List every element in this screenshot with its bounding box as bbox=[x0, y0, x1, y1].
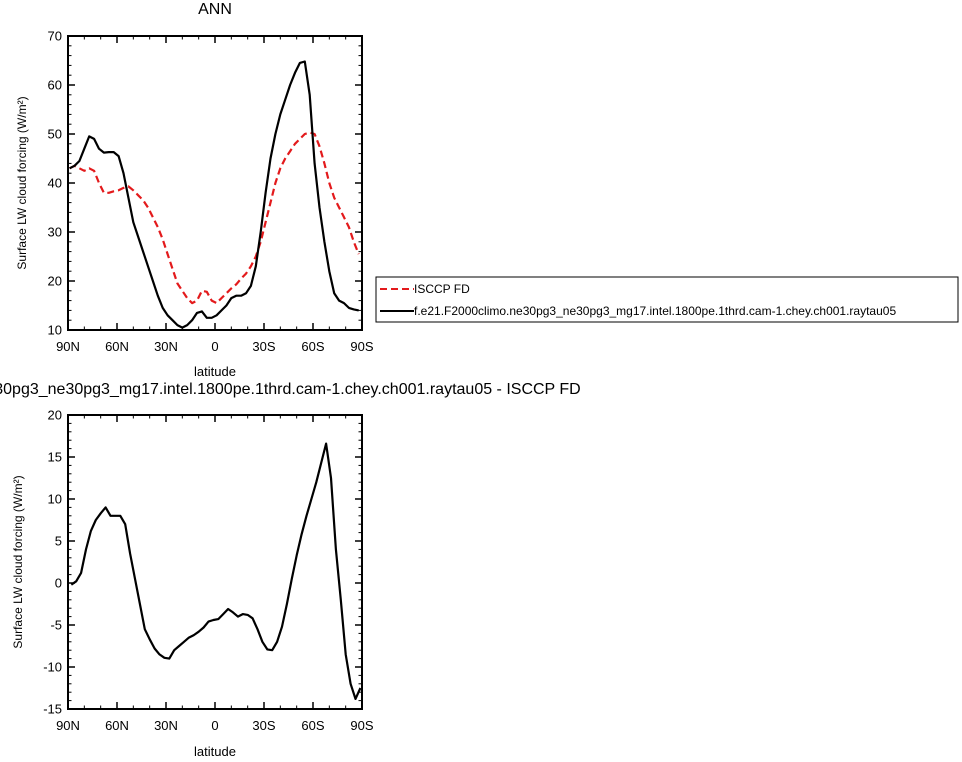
top-panel: ANN 10 20 30 40 50 60 70 90N 60N 30N 0 30S 60S 90S l… bbox=[15, 1, 374, 379]
top-plot-frame bbox=[67, 35, 363, 331]
legend: ISCCP FD f.e21.F2000climo.ne30pg3_ne30pg… bbox=[375, 276, 959, 323]
top-xtick-label: 30N bbox=[154, 339, 178, 354]
legend-label-isccp: ISCCP FD bbox=[414, 282, 470, 296]
bottom-xtick-label: 0 bbox=[211, 718, 218, 733]
top-xtick-label: 90N bbox=[56, 339, 80, 354]
bottom-ytick-label: 20 bbox=[48, 408, 62, 423]
top-ticks-group bbox=[67, 35, 363, 331]
top-ytick-label: 10 bbox=[48, 323, 62, 338]
top-xtick-label: 60S bbox=[301, 339, 324, 354]
bottom-ytick-label: -15 bbox=[43, 702, 62, 717]
bottom-xtick-label: 30N bbox=[154, 718, 178, 733]
top-ytick-label: 30 bbox=[48, 225, 62, 240]
bottom-ytick-label: -5 bbox=[50, 618, 62, 633]
bottom-ytick-label: 15 bbox=[48, 450, 62, 465]
top-series-group bbox=[69, 60, 360, 329]
top-ytick-label: 20 bbox=[48, 274, 62, 289]
bottom-xtick-label: 30S bbox=[252, 718, 275, 733]
bottom-x-tick-labels: 90N 60N 30N 0 30S 60S 90S bbox=[56, 718, 374, 733]
top-x-axis-label: latitude bbox=[194, 364, 236, 379]
bottom-ticks-group bbox=[67, 414, 363, 710]
bottom-series-group bbox=[70, 442, 362, 701]
bottom-xtick-label: 90N bbox=[56, 718, 80, 733]
top-ytick-label: 60 bbox=[48, 78, 62, 93]
top-chart-title: ANN bbox=[198, 1, 232, 18]
bottom-plot-frame bbox=[67, 414, 363, 710]
top-xtick-label: 30S bbox=[252, 339, 275, 354]
bottom-xtick-label: 90S bbox=[350, 718, 373, 733]
top-series-line-model bbox=[69, 60, 359, 329]
top-y-tick-labels: 10 20 30 40 50 60 70 bbox=[48, 29, 62, 338]
bottom-panel: f.e21.F2000climo.ne30pg3_ne30pg3_mg17.in… bbox=[0, 381, 581, 759]
bottom-ytick-label: 10 bbox=[48, 492, 62, 507]
top-y-axis-label: Surface LW cloud forcing (W/m²) bbox=[15, 96, 29, 269]
bottom-ytick-label: 5 bbox=[55, 534, 62, 549]
bottom-y-axis-label: Surface LW cloud forcing (W/m²) bbox=[11, 475, 25, 648]
bottom-xtick-label: 60N bbox=[105, 718, 129, 733]
bottom-chart-title: f.e21.F2000climo.ne30pg3_ne30pg3_mg17.in… bbox=[0, 381, 581, 398]
legend-box bbox=[375, 276, 959, 323]
bottom-x-axis-label: latitude bbox=[194, 744, 236, 759]
top-xtick-label: 90S bbox=[350, 339, 373, 354]
top-ytick-label: 70 bbox=[48, 29, 62, 44]
top-ytick-label: 50 bbox=[48, 127, 62, 142]
bottom-ytick-label: 0 bbox=[55, 576, 62, 591]
legend-label-model: f.e21.F2000climo.ne30pg3_ne30pg3_mg17.in… bbox=[414, 304, 896, 318]
bottom-xtick-label: 60S bbox=[301, 718, 324, 733]
top-series-line-isccp bbox=[69, 131, 360, 305]
top-xtick-label: 60N bbox=[105, 339, 129, 354]
bottom-ytick-label: -10 bbox=[43, 660, 62, 675]
bottom-series-line-difference bbox=[70, 442, 362, 701]
top-x-tick-labels: 90N 60N 30N 0 30S 60S 90S bbox=[56, 339, 374, 354]
bottom-y-tick-labels: -15 -10 -5 0 5 10 15 20 bbox=[43, 408, 62, 717]
top-ytick-label: 40 bbox=[48, 176, 62, 191]
top-xtick-label: 0 bbox=[211, 339, 218, 354]
